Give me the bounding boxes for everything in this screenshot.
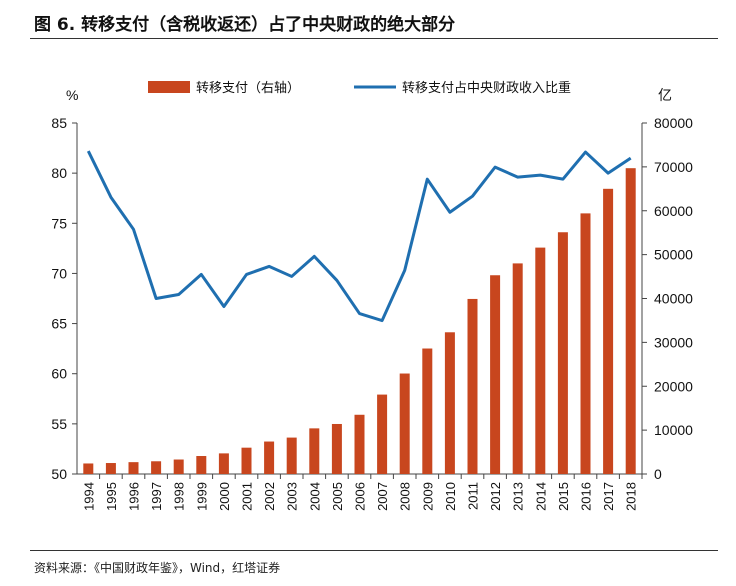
x-tick-label: 2005 [330,482,345,511]
left-tick-label: 85 [51,115,67,131]
x-tick-label: 2004 [307,482,322,511]
x-tick-label: 2013 [511,482,526,511]
bar-2007 [377,394,388,474]
right-tick-label: 20000 [654,378,693,394]
x-tick-label: 2003 [285,482,300,511]
left-tick-label: 55 [51,416,67,432]
bar-1994 [83,463,94,474]
x-tick-label: 2015 [556,482,571,511]
bar-2003 [286,437,297,474]
bar-2014 [535,247,546,474]
left-tick-label: 65 [51,316,67,332]
x-tick-label: 2001 [240,482,255,511]
bar-1996 [128,462,139,474]
bar-2010 [444,332,455,474]
x-tick-label: 2017 [601,482,616,511]
x-tick-label: 2007 [375,482,390,511]
legend-bar-swatch [148,81,190,93]
bar-2008 [399,373,410,474]
bar-2016 [580,213,591,474]
right-tick-label: 30000 [654,334,693,350]
x-tick-label: 2006 [353,482,368,511]
right-tick-label: 40000 [654,291,693,307]
x-tick-label: 2010 [443,482,458,511]
x-tick-label: 2011 [466,482,481,510]
figure-title: 图 6. 转移支付（含税收返还）占了中央财政的绝大部分 [34,15,456,35]
bar-2000 [218,453,229,474]
x-tick-label: 2012 [488,482,503,511]
right-axis-unit: 亿 [658,87,672,103]
x-tick-label: 2008 [398,482,413,511]
left-tick-label: 75 [51,215,67,231]
bar-2013 [512,263,523,474]
x-tick-label: 1994 [81,482,96,511]
x-tick-label: 2018 [624,482,639,511]
left-tick-label: 50 [51,466,67,482]
title-divider [30,38,718,39]
bar-2015 [557,232,568,474]
x-tick-label: 2009 [420,482,435,511]
legend-bar-label: 转移支付（右轴） [196,80,300,95]
bar-2004 [309,428,320,474]
bar-2011 [467,298,478,474]
x-tick-label: 1997 [149,482,164,511]
bar-1998 [173,459,184,474]
left-tick-label: 70 [51,265,67,281]
right-tick-label: 50000 [654,247,693,263]
bar-2017 [603,188,614,474]
right-tick-label: 60000 [654,203,693,219]
legend-line-label: 转移支付占中央财政收入比重 [402,80,571,95]
bar-2018 [625,168,636,474]
left-tick-label: 60 [51,366,67,382]
bar-1995 [105,463,116,474]
left-axis-unit: % [66,87,78,103]
right-tick-label: 80000 [654,115,693,131]
x-tick-label: 1998 [172,482,187,511]
bar-2006 [354,414,365,474]
bar-1997 [151,461,162,474]
bar-2009 [422,348,433,474]
bar-2012 [490,275,501,474]
bar-2001 [241,447,252,474]
right-tick-label: 70000 [654,159,693,175]
source-divider [30,550,718,551]
x-tick-label: 2000 [217,482,232,511]
bar-2005 [331,423,342,474]
x-tick-label: 1996 [127,482,142,511]
x-tick-label: 2002 [262,482,277,511]
bar-1999 [196,456,207,474]
ratio-line [86,150,632,323]
right-tick-label: 0 [654,466,662,482]
left-tick-label: 80 [51,165,67,181]
x-tick-label: 2014 [533,482,548,511]
source-note: 资料来源：《中国财政年鉴》，Wind，红塔证券 [34,561,281,575]
right-tick-label: 10000 [654,422,693,438]
bar-2002 [264,441,275,474]
x-tick-label: 2016 [579,482,594,511]
x-tick-label: 1999 [194,482,209,511]
x-tick-label: 1995 [104,482,119,511]
